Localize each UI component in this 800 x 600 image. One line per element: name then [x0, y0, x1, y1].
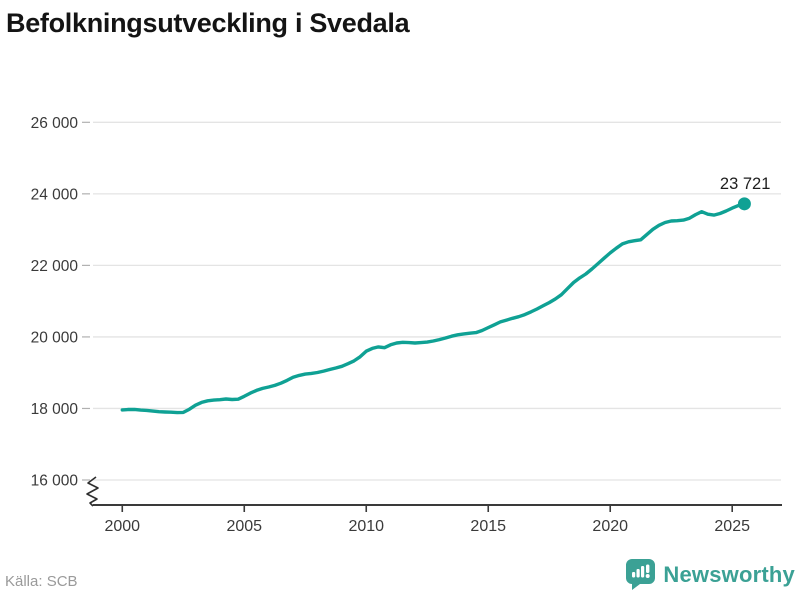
- end-point-marker: [737, 197, 751, 211]
- x-axis-label: 2005: [226, 518, 262, 535]
- x-axis-label: 2015: [470, 518, 506, 535]
- y-axis-label: 24 000: [31, 186, 79, 203]
- y-axis-label: 18 000: [31, 401, 79, 418]
- newsworthy-logo: Newsworthy: [626, 559, 795, 590]
- y-axis-label: 16 000: [31, 473, 79, 490]
- y-axis-break-squiggle: [86, 476, 99, 507]
- x-axis-label: 2010: [348, 518, 384, 535]
- y-axis-label: 26 000: [31, 115, 79, 132]
- x-axis-label: 2020: [592, 518, 628, 535]
- brand-wordmark: Newsworthy: [663, 561, 795, 587]
- newsworthy-speech-bubble-chart-icon: [626, 559, 656, 590]
- population-line: [120, 202, 747, 415]
- y-axis-label: 22 000: [31, 258, 79, 275]
- source-note: Källa: SCB: [5, 573, 78, 590]
- y-axis-label: 20 000: [31, 329, 79, 346]
- x-axis-label: 2025: [714, 518, 750, 535]
- x-axis-label: 2000: [104, 518, 140, 535]
- page-title: Befolkningsutveckling i Svedala: [6, 8, 410, 38]
- end-point-value-label: 23 721: [720, 175, 770, 193]
